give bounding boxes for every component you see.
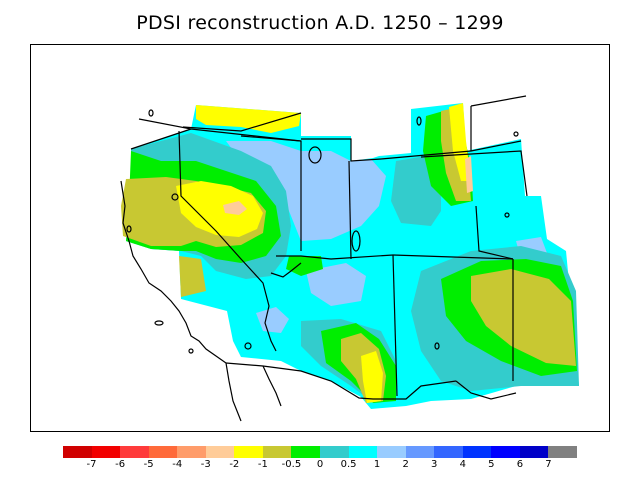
legend-swatch: [234, 446, 264, 458]
legend-tick-label: 4: [459, 459, 466, 470]
legend-swatch: [434, 446, 464, 458]
legend-tick-label: 2: [402, 459, 409, 470]
legend-tick-label: 7: [545, 459, 552, 470]
pdsi-field-green-5: [286, 256, 323, 276]
pdsi-field-pale-blue-3: [256, 307, 289, 333]
legend-swatch: [120, 446, 150, 458]
legend-tick-label: 0: [316, 459, 324, 470]
legend-tick-label: -7: [86, 459, 97, 470]
legend-swatch: [177, 446, 207, 458]
pdsi-field-olive-3: [471, 269, 576, 366]
legend-swatch: [205, 446, 235, 458]
legend-swatch: [291, 446, 321, 458]
pdsi-field-yellow: [176, 181, 263, 237]
legend-tick-label: -2: [229, 459, 240, 470]
legend-tick-label: -5: [143, 459, 154, 470]
pdsi-field-yellow-4: [361, 351, 383, 403]
map-title: PDSI reconstruction A.D. 1250 – 1299: [136, 12, 504, 34]
legend-tick-label: 3: [431, 459, 438, 470]
pdsi-field-pale-blue-2: [306, 263, 366, 306]
pdsi-field-yellow-2: [196, 105, 301, 133]
map-boundaries: [120, 95, 528, 422]
legend-tick-label: 6: [516, 459, 524, 470]
legend-swatch: [348, 446, 378, 458]
legend-tick-label: -3: [200, 459, 211, 470]
color-legend: [63, 446, 578, 458]
legend-swatch: [320, 446, 350, 458]
legend-swatch: [148, 446, 178, 458]
legend-swatch: [63, 446, 93, 458]
legend-swatch: [462, 446, 492, 458]
pdsi-field-olive-5: [179, 256, 206, 297]
map-panel: [30, 44, 610, 432]
legend-tick-label: -0.5: [281, 459, 302, 470]
legend-tick-label: 0.5: [340, 459, 357, 470]
legend-swatch: [91, 446, 121, 458]
legend-swatch: [491, 446, 521, 458]
legend-swatch: [405, 446, 435, 458]
legend-tick-label: -1: [257, 459, 268, 470]
legend-swatch: [548, 446, 578, 458]
legend-swatch: [262, 446, 292, 458]
pdsi-map: [120, 95, 579, 422]
legend-swatch: [377, 446, 407, 458]
pdsi-field-peach-2: [465, 156, 473, 193]
legend-tick-label: 1: [373, 459, 381, 470]
pdsi-field-peach: [223, 201, 247, 215]
legend-swatch: [519, 446, 549, 458]
legend-tick-label: 5: [488, 459, 495, 470]
legend-tick-label: -6: [115, 459, 126, 470]
legend-tick-label: -4: [172, 459, 183, 470]
